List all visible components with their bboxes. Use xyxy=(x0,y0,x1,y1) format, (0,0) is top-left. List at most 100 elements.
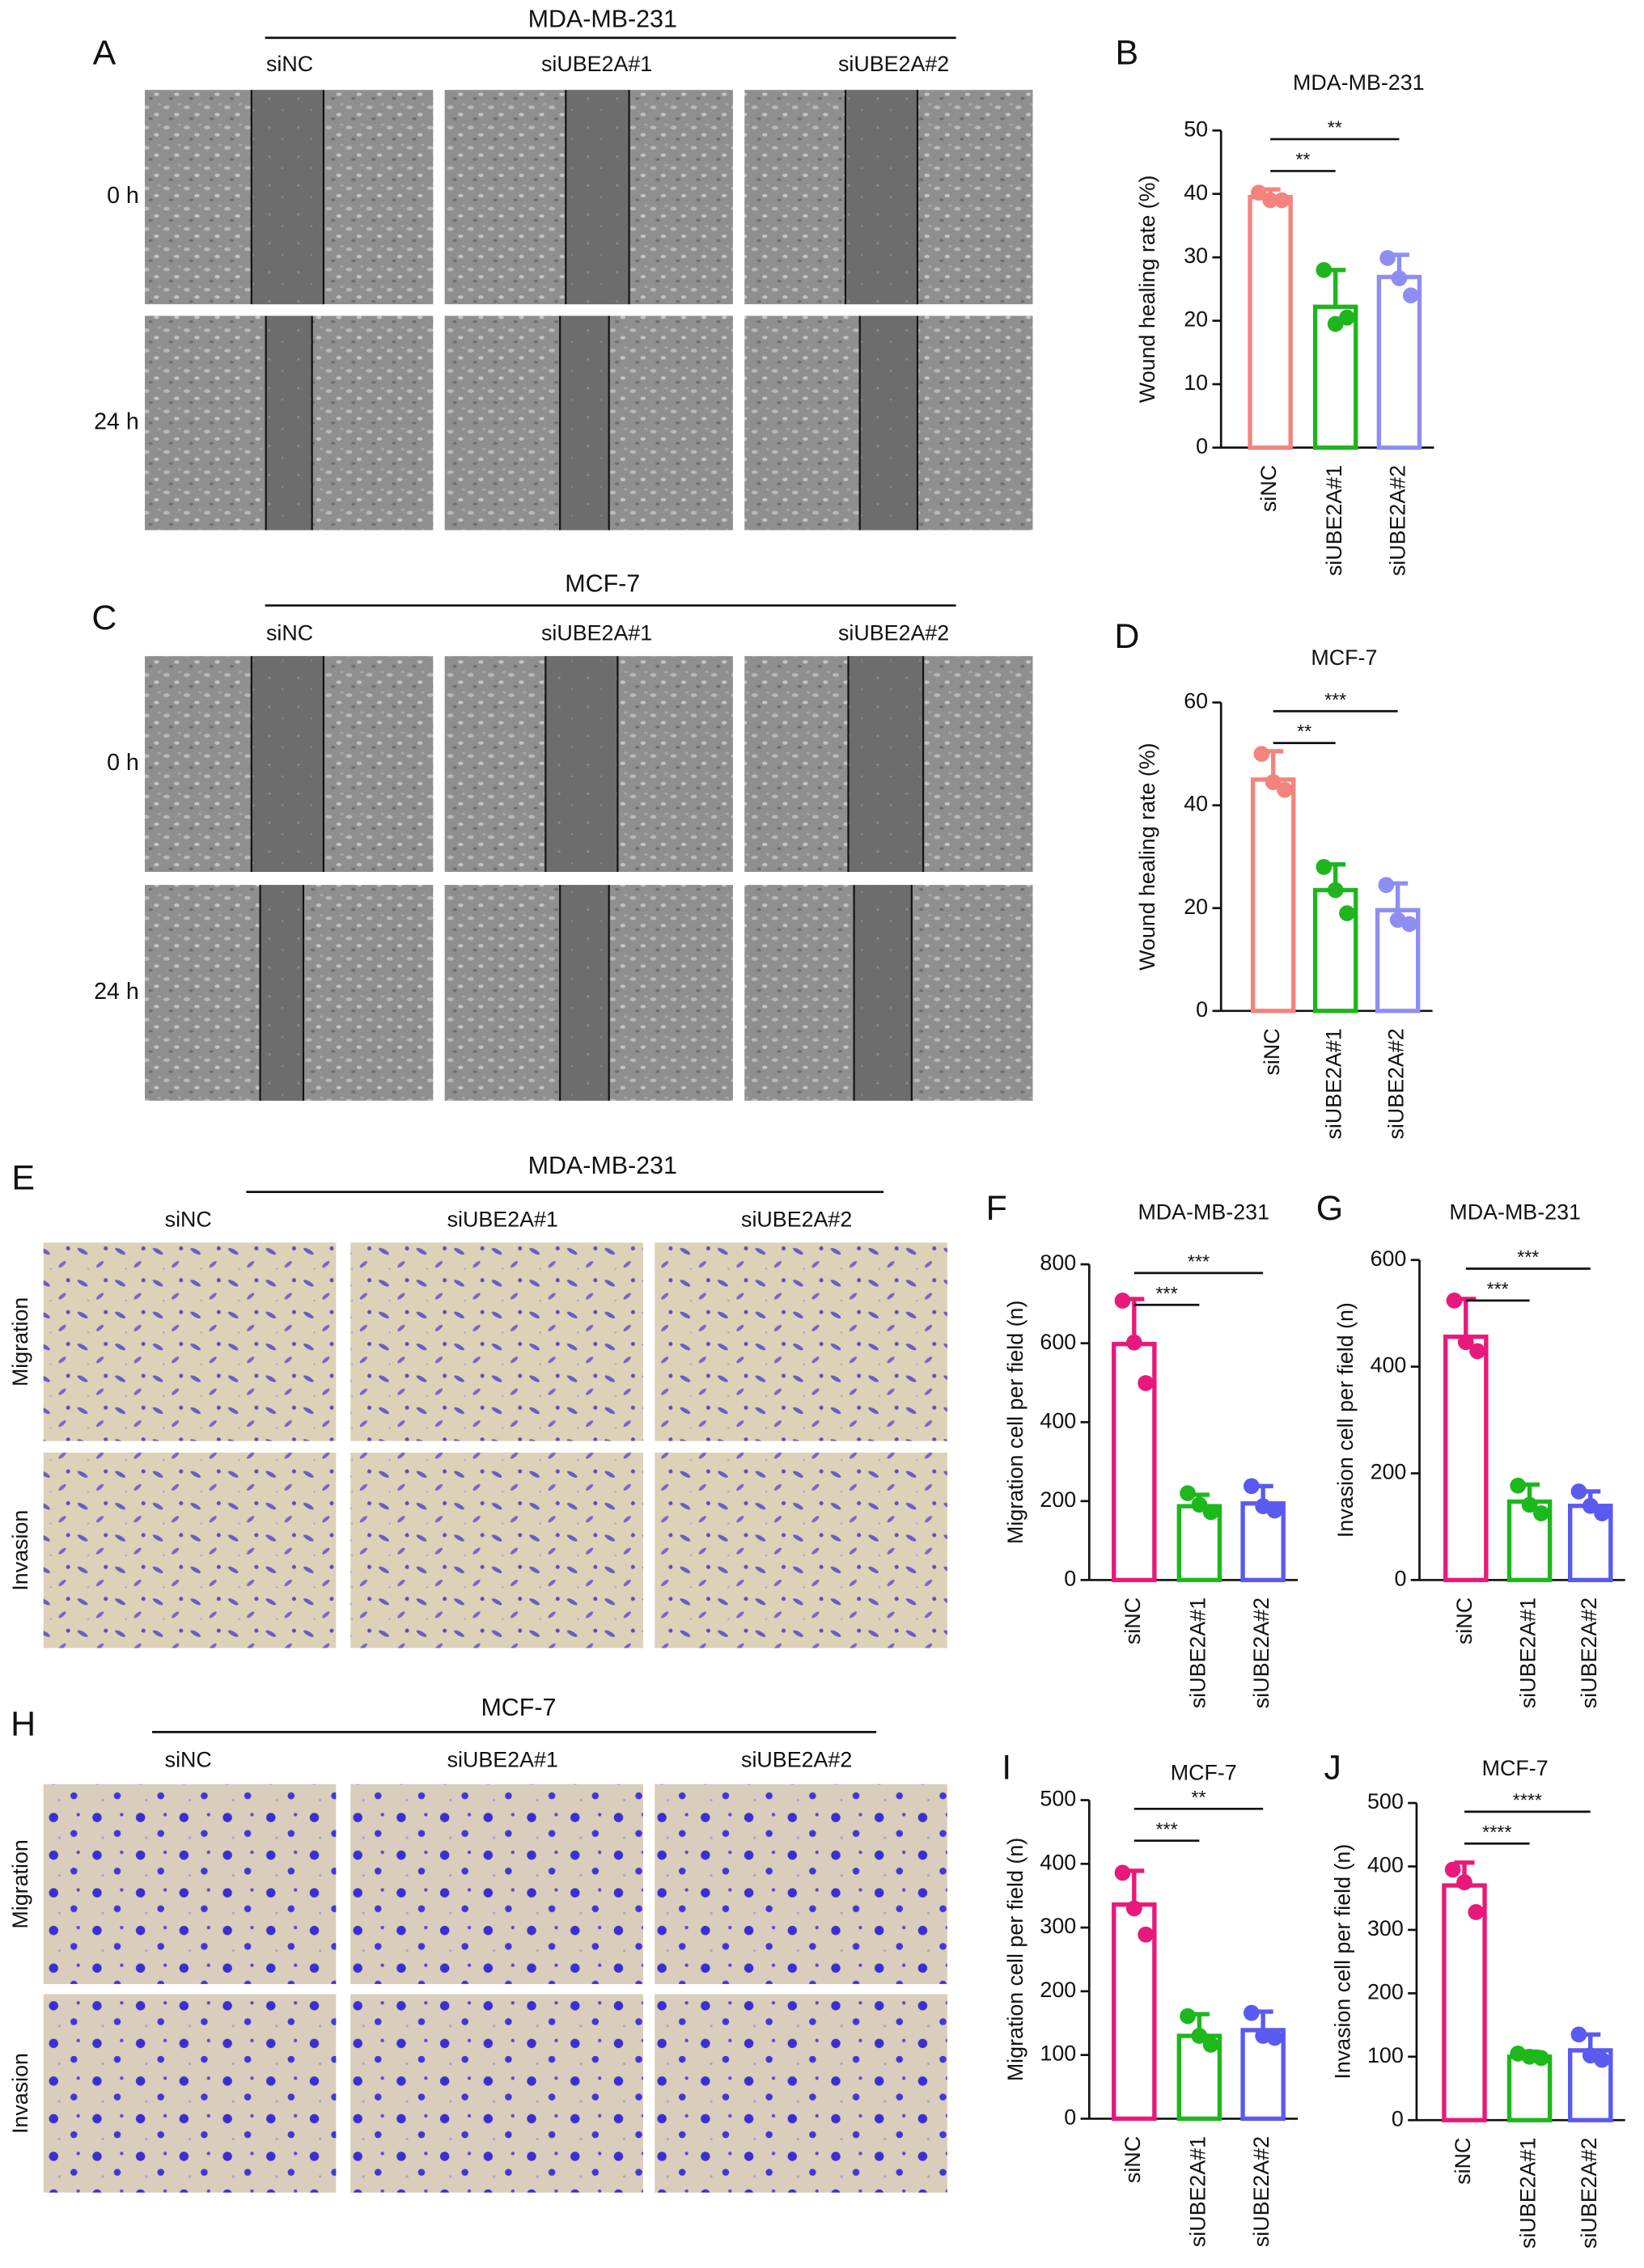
bar xyxy=(1312,304,1358,451)
data-point xyxy=(1262,192,1278,209)
data-point xyxy=(1191,2028,1208,2044)
y-tick-label: 0 xyxy=(1064,2105,1076,2130)
column-label: siNC xyxy=(266,620,313,645)
bar xyxy=(1250,777,1296,1013)
panel-letter: B xyxy=(1116,34,1139,73)
panel-letter: G xyxy=(1316,1189,1343,1228)
x-tick-label: siUBE2A#1 xyxy=(1516,1597,1540,1708)
y-tick-label: 10 xyxy=(1184,370,1208,395)
y-tick-label: 200 xyxy=(1371,1460,1407,1484)
x-tick-label: siUBE2A#1 xyxy=(1185,1597,1210,1708)
chart-title: MDA-MB-231 xyxy=(1138,1200,1269,1225)
y-tick-label: 100 xyxy=(1367,2043,1404,2067)
y-tick-label: 400 xyxy=(1040,1408,1076,1432)
y-axis-label: Invasion cell per field (n) xyxy=(1330,1844,1354,2080)
data-point xyxy=(1402,287,1419,304)
data-point xyxy=(1582,1497,1599,1514)
y-tick-label: 0 xyxy=(1064,1567,1076,1591)
column-label: siUBE2A#1 xyxy=(447,1747,558,1771)
panel-title: MDA-MB-231 xyxy=(528,1152,677,1179)
micrograph xyxy=(655,1452,947,1648)
column-label: siUBE2A#1 xyxy=(541,52,652,76)
data-point xyxy=(1250,184,1267,201)
significance-label: *** xyxy=(1156,1283,1178,1304)
y-tick-label: 800 xyxy=(1040,1250,1076,1275)
x-tick-label: siNC xyxy=(1121,1597,1145,1644)
significance-label: *** xyxy=(1487,1278,1509,1299)
column-label: siUBE2A#1 xyxy=(541,620,652,645)
column-label: siNC xyxy=(266,52,313,76)
micrograph xyxy=(43,1784,337,1984)
data-point xyxy=(1243,1478,1260,1495)
column-label: siUBE2A#2 xyxy=(741,1208,852,1232)
row-label: 24 h xyxy=(94,979,139,1005)
significance-label: **** xyxy=(1513,1789,1542,1810)
row-label: Invasion xyxy=(8,1510,32,1591)
y-tick-label: 600 xyxy=(1040,1330,1076,1354)
y-tick-label: 100 xyxy=(1040,2042,1076,2066)
y-axis-label: Invasion cell per field (n) xyxy=(1333,1302,1358,1538)
data-point xyxy=(1521,1496,1538,1513)
data-point xyxy=(1339,905,1355,921)
data-point xyxy=(1266,2029,1283,2046)
significance-label: *** xyxy=(1188,1250,1210,1272)
data-point xyxy=(1468,1904,1485,1920)
y-tick-label: 300 xyxy=(1040,1914,1076,1938)
significance-label: *** xyxy=(1156,1818,1178,1839)
scratch-gap xyxy=(859,315,917,531)
x-tick-label: siNC xyxy=(1121,2136,1145,2183)
row-label: Migration xyxy=(8,1297,32,1386)
data-point xyxy=(1391,270,1408,286)
data-point xyxy=(1138,1375,1154,1391)
panel-letter: D xyxy=(1114,617,1139,656)
scratch-gap xyxy=(260,885,303,1101)
x-tick-label: siUBE2A#1 xyxy=(1185,2136,1210,2247)
x-tick-label: siNC xyxy=(1256,465,1281,512)
x-tick-label: siUBE2A#1 xyxy=(1516,2138,1540,2249)
y-tick-label: 600 xyxy=(1371,1246,1407,1271)
micrograph xyxy=(655,1994,947,2193)
data-point xyxy=(1180,1485,1196,1501)
data-point xyxy=(1180,2008,1196,2025)
data-point xyxy=(1125,1334,1142,1351)
data-point xyxy=(1125,1900,1142,1917)
y-tick-label: 40 xyxy=(1184,792,1208,816)
column-label: siNC xyxy=(165,1208,212,1232)
significance-label: ** xyxy=(1297,721,1311,742)
data-point xyxy=(1379,250,1396,266)
data-point xyxy=(1570,2026,1587,2043)
micrograph xyxy=(655,1784,947,1984)
y-tick-label: 30 xyxy=(1184,243,1208,268)
y-tick-label: 500 xyxy=(1367,1789,1404,1813)
panel-letter: C xyxy=(91,599,117,637)
micrograph xyxy=(43,1452,337,1648)
y-tick-label: 0 xyxy=(1196,434,1208,458)
panel-title: MCF-7 xyxy=(481,1694,556,1721)
y-tick-label: 200 xyxy=(1040,1978,1076,2002)
data-point xyxy=(1469,1343,1485,1360)
y-tick-label: 60 xyxy=(1184,689,1208,713)
y-tick-label: 0 xyxy=(1392,2106,1404,2130)
x-tick-label: siUBE2A#2 xyxy=(1577,1597,1601,1708)
bar xyxy=(1248,194,1293,451)
scratch-gap xyxy=(566,90,629,305)
y-tick-label: 0 xyxy=(1394,1567,1406,1591)
data-point xyxy=(1316,859,1333,875)
data-point xyxy=(1533,1505,1549,1521)
x-tick-label: siUBE2A#2 xyxy=(1577,2138,1601,2249)
panel-title: MCF-7 xyxy=(565,570,640,598)
data-point xyxy=(1327,882,1344,899)
panel-letter: E xyxy=(11,1159,35,1198)
data-point xyxy=(1533,2050,1549,2067)
data-point xyxy=(1253,746,1270,762)
data-point xyxy=(1202,1504,1219,1521)
y-tick-label: 400 xyxy=(1040,1850,1076,1874)
significance-label: *** xyxy=(1324,689,1346,710)
data-point xyxy=(1138,1926,1154,1943)
significance-label: ** xyxy=(1191,1787,1205,1808)
panel-letter: J xyxy=(1324,1748,1341,1787)
scratch-gap xyxy=(845,90,917,305)
bar xyxy=(1443,1335,1489,1583)
panel-letter: A xyxy=(93,34,117,73)
